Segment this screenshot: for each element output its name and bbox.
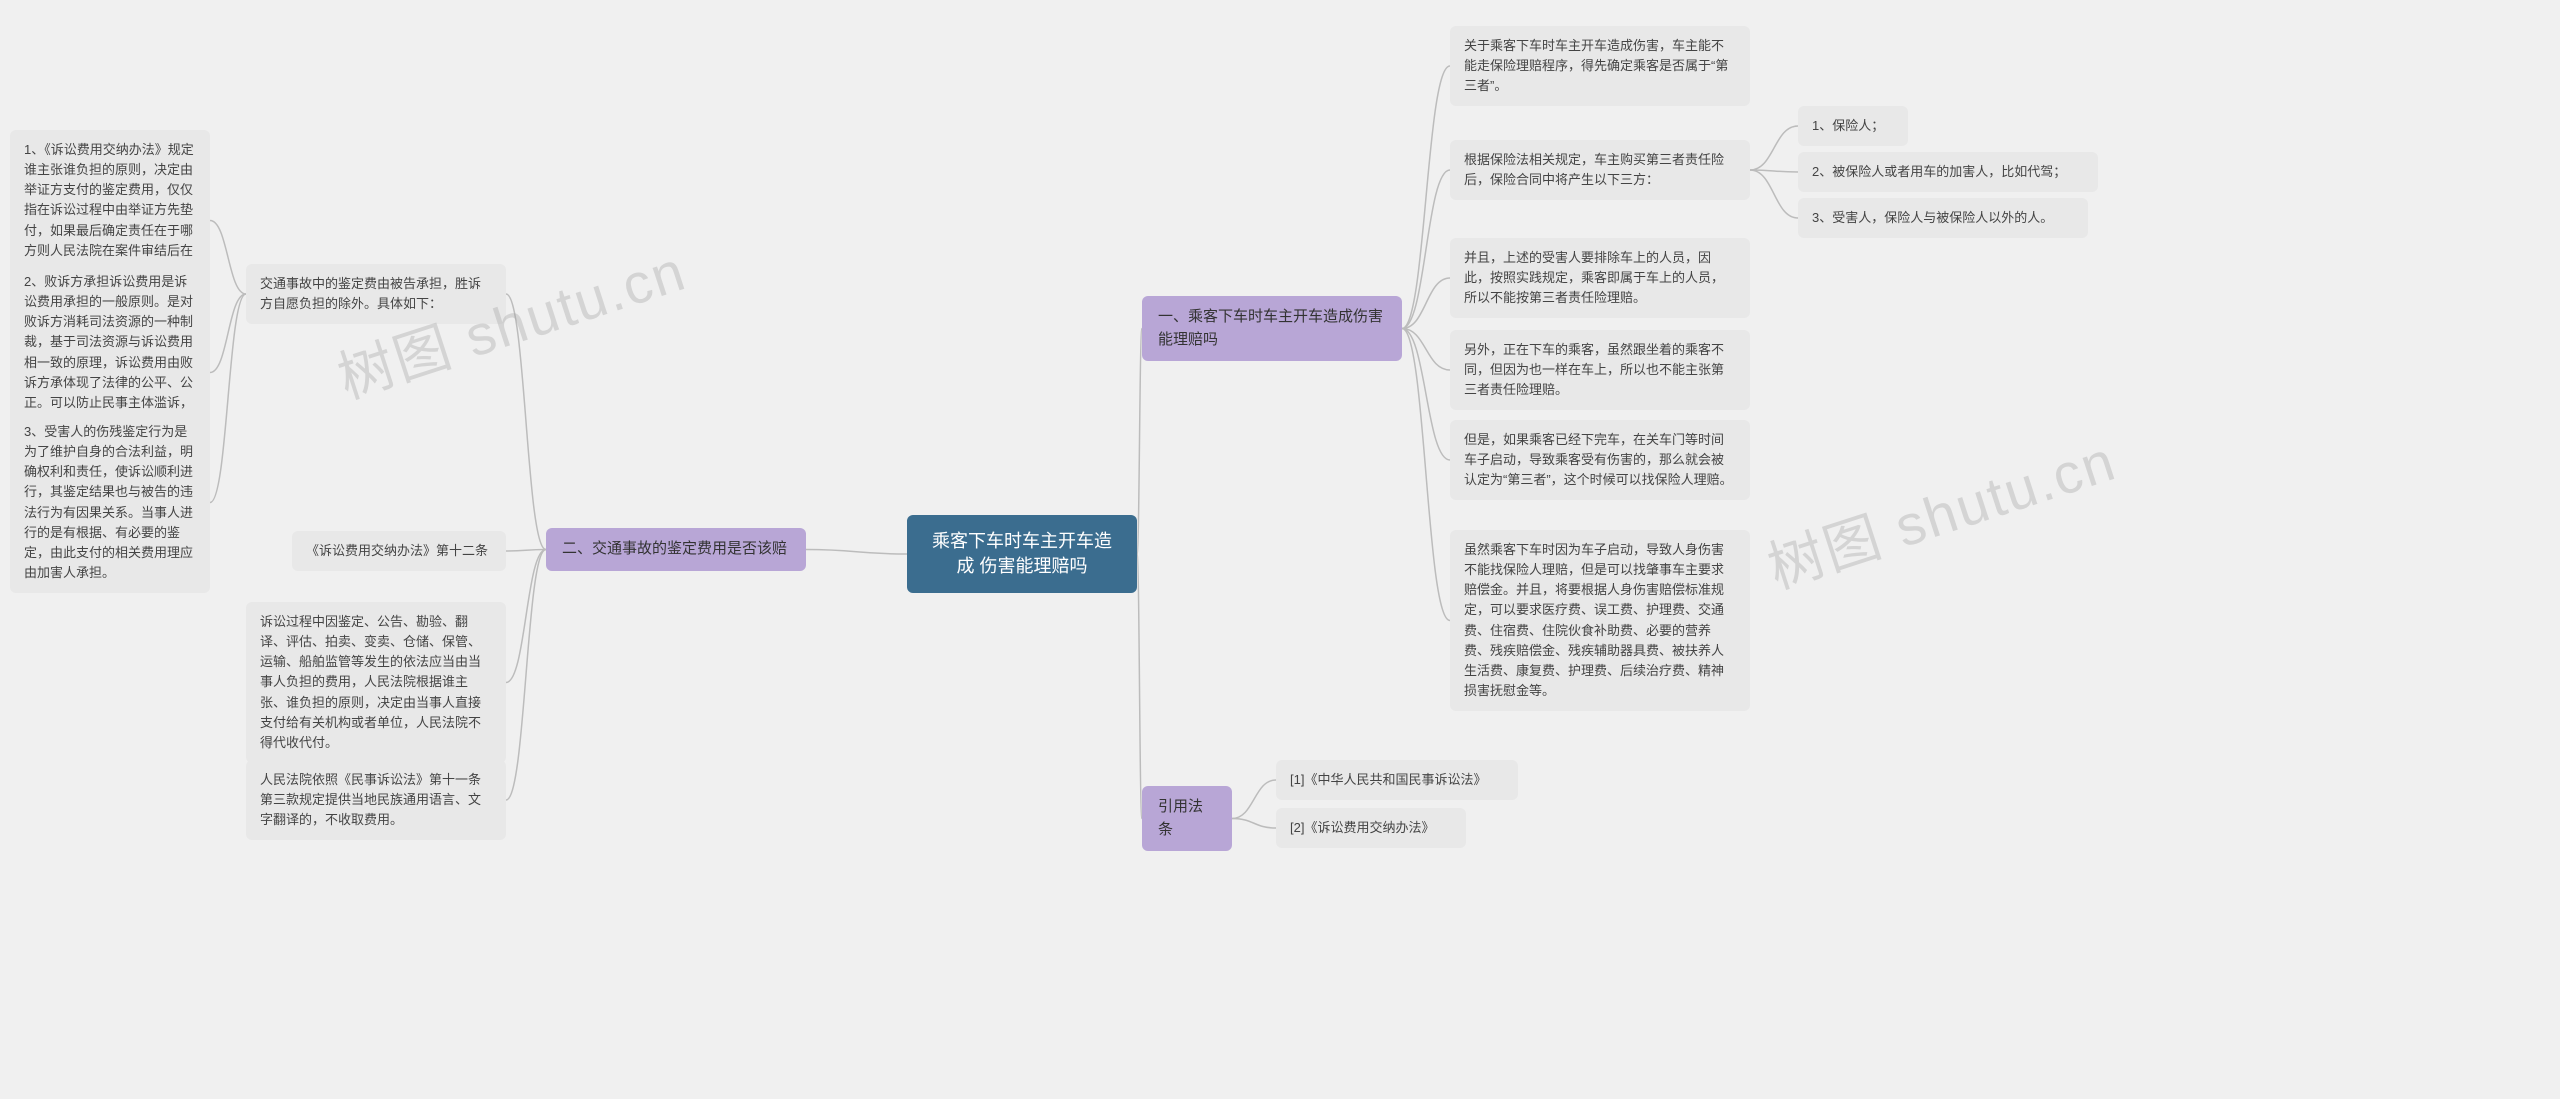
leaf-1-1[interactable]: 关于乘客下车时车主开车造成伤害，车主能不能走保险理赔程序，得先确定乘客是否属于“… [1450,26,1750,106]
mindmap-canvas: 乘客下车时车主开车造成 伤害能理赔吗 一、乘客下车时车主开车造成伤害 能理赔吗 … [0,0,2560,1099]
leaf-1-6[interactable]: 虽然乘客下车时因为车子启动，导致人身伤害不能找保险人理赔，但是可以找肇事车主要求… [1450,530,1750,711]
leaf-3-4[interactable]: 人民法院依照《民事诉讼法》第十一条第三款规定提供当地民族通用语言、文字翻译的，不… [246,760,506,840]
leaf-3-1[interactable]: 交通事故中的鉴定费由被告承担，胜诉方自愿负担的除外。具体如下： [246,264,506,324]
leaf-1-2-2[interactable]: 2、被保险人或者用车的加害人，比如代驾； [1798,152,2098,192]
leaf-1-2[interactable]: 根据保险法相关规定，车主购买第三者责任险后，保险合同中将产生以下三方： [1450,140,1750,200]
branch-3[interactable]: 二、交通事故的鉴定费用是否该赔 [546,528,806,571]
leaf-1-3[interactable]: 并且，上述的受害人要排除车上的人员，因此，按照实践规定，乘客即属于车上的人员，所… [1450,238,1750,318]
leaf-3-1-3[interactable]: 3、受害人的伤残鉴定行为是为了维护自身的合法利益，明确权利和责任，使诉讼顺利进行… [10,412,210,593]
leaf-1-4[interactable]: 另外，正在下车的乘客，虽然跟坐着的乘客不同，但因为也一样在车上，所以也不能主张第… [1450,330,1750,410]
leaf-3-3[interactable]: 诉讼过程中因鉴定、公告、勘验、翻译、评估、拍卖、变卖、仓储、保管、运输、船舶监管… [246,602,506,763]
watermark-2: 树图 shutu.cn [1756,416,2125,605]
leaf-2-2[interactable]: [2]《诉讼费用交纳办法》 [1276,808,1466,848]
branch-1[interactable]: 一、乘客下车时车主开车造成伤害 能理赔吗 [1142,296,1402,361]
leaf-2-1[interactable]: [1]《中华人民共和国民事诉讼法》 [1276,760,1518,800]
leaf-1-2-1[interactable]: 1、保险人； [1798,106,1908,146]
branch-2[interactable]: 引用法条 [1142,786,1232,851]
leaf-3-2[interactable]: 《诉讼费用交纳办法》第十二条 [292,531,506,571]
leaf-1-5[interactable]: 但是，如果乘客已经下完车，在关车门等时间车子启动，导致乘客受有伤害的，那么就会被… [1450,420,1750,500]
leaf-1-2-3[interactable]: 3、受害人，保险人与被保险人以外的人。 [1798,198,2088,238]
root-node[interactable]: 乘客下车时车主开车造成 伤害能理赔吗 [907,515,1137,593]
